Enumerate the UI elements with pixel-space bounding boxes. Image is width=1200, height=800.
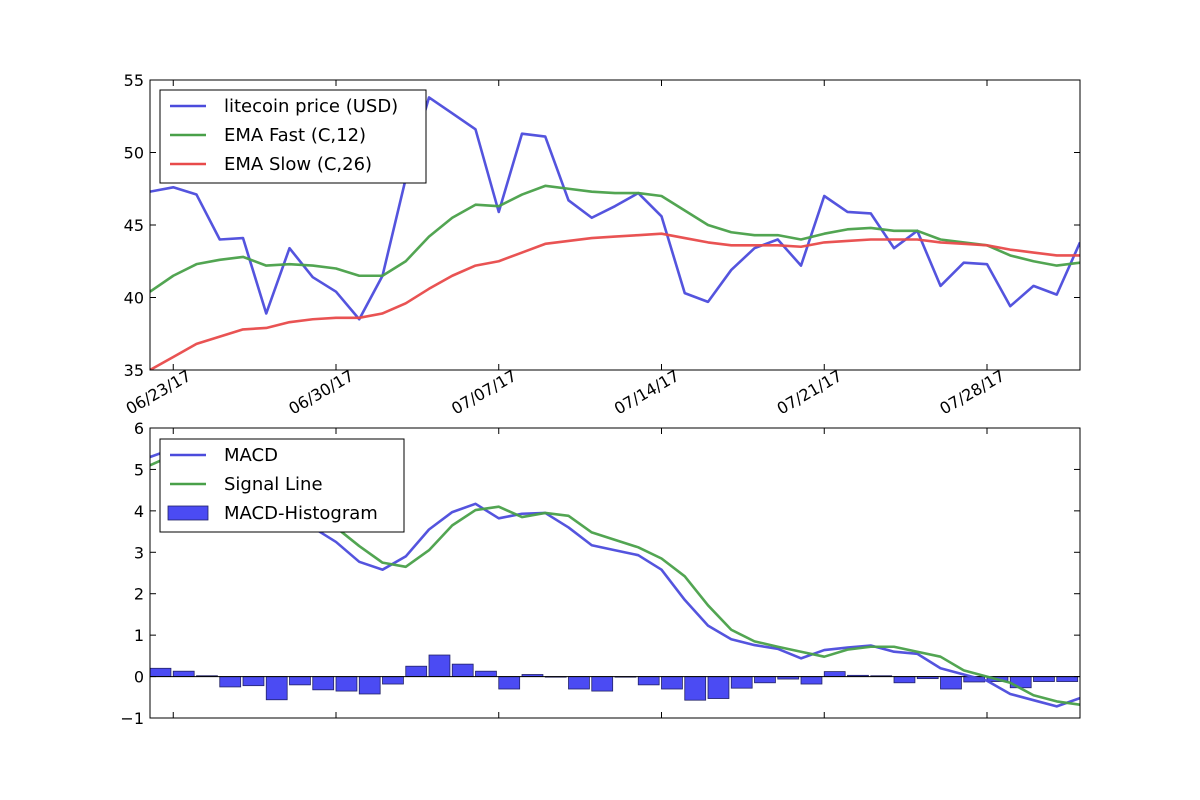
histogram-bar: [219, 676, 242, 688]
histogram-bar: [754, 676, 776, 684]
y-tick-label: 55: [124, 71, 144, 90]
legend: litecoin price (USD) EMA Fast (C,12) EMA S…: [159, 89, 427, 184]
x-tick-label: 06/30/17: [285, 366, 357, 418]
macd-chart-axes: −1 0 1 2 3 4 5 6 MACD Signal Line MACD-Histogram: [120, 419, 1081, 728]
legend-label: MACD-Histogram: [224, 503, 378, 524]
histogram-bar: [242, 676, 265, 687]
histogram-bar: [150, 667, 172, 677]
y-tick-label: 5: [134, 460, 144, 479]
legend-label: EMA Fast (C,12): [224, 125, 366, 146]
histogram-bar: [940, 676, 962, 690]
y-tick-label: 4: [134, 502, 144, 521]
legend-label: Signal Line: [224, 474, 323, 495]
x-tick-label: 07/14/17: [611, 366, 683, 418]
x-tick-label: 07/28/17: [936, 366, 1008, 418]
legend-label: EMA Slow (C,26): [224, 154, 372, 175]
legend-label: litecoin price (USD): [224, 96, 398, 117]
histogram-bar: [312, 676, 335, 691]
y-tick-label: 35: [124, 361, 144, 380]
histogram-bar: [1079, 672, 1080, 677]
series-line-2: [150, 232, 1080, 370]
histogram-bar: [265, 676, 288, 701]
histogram-bar: [661, 676, 683, 690]
y-tick-label: 1: [134, 626, 144, 645]
y-tick-label: 40: [124, 289, 144, 308]
histogram-bar: [335, 676, 358, 692]
histogram-bar: [707, 676, 730, 699]
histogram-bar: [498, 676, 521, 690]
y-tick-label: 2: [134, 585, 144, 604]
histogram-bar: [289, 676, 311, 686]
y-tick-label: 45: [124, 216, 144, 235]
histogram-bar: [382, 676, 404, 685]
histogram-bar: [568, 676, 590, 690]
histogram-bar: [591, 676, 614, 692]
histogram-bar: [1009, 676, 1032, 689]
legend-label: MACD: [224, 445, 278, 466]
y-tick-label: 6: [134, 419, 144, 438]
x-tick-label: 07/21/17: [774, 366, 846, 418]
histogram-bar: [405, 665, 428, 677]
histogram-bar: [730, 676, 753, 689]
histogram-bar: [172, 670, 195, 677]
histogram-bar: [358, 676, 381, 695]
histogram-bar: [684, 676, 707, 701]
x-tick-label: 07/07/17: [448, 366, 520, 418]
plot-area: [150, 96, 1080, 370]
legend-swatch: [167, 505, 209, 521]
histogram-bar: [637, 676, 660, 686]
histogram-bar: [451, 663, 474, 677]
axes-frame: [149, 427, 1081, 719]
histogram-bar: [1033, 676, 1055, 682]
legend: MACD Signal Line MACD-Histogram: [159, 438, 405, 533]
y-tick-label: 0: [134, 668, 144, 687]
y-tick-label: −1: [120, 709, 144, 728]
histogram-bar: [893, 676, 916, 684]
y-tick-label: 50: [124, 144, 144, 163]
histogram-bar: [800, 676, 823, 685]
histogram-bar: [823, 671, 846, 677]
series-line-1: [150, 184, 1080, 293]
series-line-0: [150, 96, 1080, 321]
histogram-bar: [1056, 676, 1079, 682]
y-tick-label: 3: [134, 543, 144, 562]
histogram-bar: [475, 670, 497, 677]
histogram-bar: [428, 654, 451, 677]
